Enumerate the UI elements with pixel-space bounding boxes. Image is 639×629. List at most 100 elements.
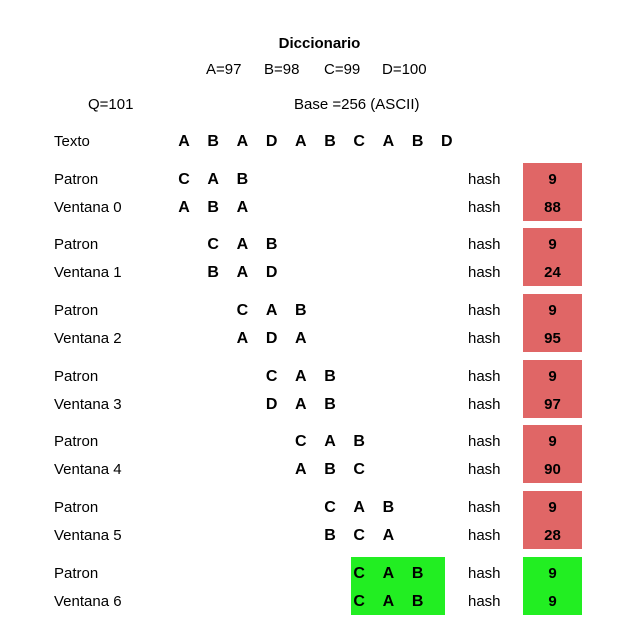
- pattern-hash-value: 9: [548, 433, 557, 450]
- window-char: B: [324, 461, 336, 478]
- text-char: B: [411, 133, 424, 150]
- window-char: C: [353, 593, 365, 610]
- window-label: Ventana 0: [54, 199, 122, 216]
- pattern-char: A: [382, 565, 395, 582]
- pattern-char: B: [324, 368, 336, 385]
- pattern-char: C: [324, 499, 336, 516]
- text-char: A: [295, 133, 307, 150]
- pattern-char: A: [236, 236, 249, 253]
- text-char: C: [353, 133, 365, 150]
- pattern-label: Patron: [54, 565, 99, 582]
- pattern-label: Patron: [54, 499, 99, 516]
- window-char: C: [353, 527, 365, 544]
- hash-label: hash: [468, 499, 501, 516]
- hash-label: hash: [468, 593, 501, 610]
- pattern-char: C: [178, 171, 190, 188]
- pattern-char: B: [411, 565, 424, 582]
- hash-label: hash: [468, 171, 501, 188]
- text-char: B: [207, 133, 219, 150]
- text-char: A: [236, 133, 249, 150]
- text-char: D: [265, 133, 278, 150]
- window-char: D: [265, 264, 278, 281]
- pattern-char: C: [295, 433, 307, 450]
- window-hash-value: 24: [544, 264, 561, 281]
- hash-label: hash: [468, 236, 501, 253]
- pattern-char: A: [207, 171, 219, 188]
- hash-label: hash: [468, 565, 501, 582]
- pattern-label: Patron: [54, 302, 99, 319]
- hash-label: hash: [468, 461, 501, 478]
- window-char: B: [207, 264, 219, 281]
- window-char: C: [353, 461, 365, 478]
- window-hash-value: 9: [548, 593, 557, 610]
- hash-label: hash: [468, 264, 501, 281]
- hash-label: hash: [468, 302, 501, 319]
- pattern-label: Patron: [54, 171, 99, 188]
- pattern-hash-value: 9: [548, 171, 557, 188]
- pattern-char: B: [265, 236, 278, 253]
- window-label: Ventana 4: [54, 461, 122, 478]
- window-char: A: [236, 330, 249, 347]
- window-hash-value: 88: [544, 199, 561, 216]
- pattern-label: Patron: [54, 236, 99, 253]
- hash-box-match: [523, 557, 582, 615]
- text-char: D: [441, 133, 453, 150]
- window-char: A: [178, 199, 190, 216]
- hash-label: hash: [468, 396, 501, 413]
- pattern-hash-value: 9: [548, 236, 557, 253]
- window-char: A: [236, 199, 249, 216]
- window-hash-value: 97: [544, 396, 561, 413]
- window-char: A: [295, 461, 307, 478]
- pattern-char: B: [295, 302, 307, 319]
- hash-box-mismatch: [523, 360, 582, 418]
- pattern-char: B: [382, 499, 395, 516]
- window-label: Ventana 6: [54, 593, 122, 610]
- window-char: A: [382, 527, 395, 544]
- pattern-hash-value: 9: [548, 302, 557, 319]
- pattern-char: A: [353, 499, 365, 516]
- mapping-a: A=97: [206, 61, 242, 78]
- pattern-char: C: [353, 565, 365, 582]
- hash-box-mismatch: [523, 425, 582, 483]
- mapping-d: D=100: [382, 61, 427, 78]
- hash-label: hash: [468, 199, 501, 216]
- mapping-c: C=99: [324, 61, 361, 78]
- base-label: Base =256 (ASCII): [294, 96, 420, 113]
- window-hash-value: 90: [544, 461, 561, 478]
- window-label: Ventana 3: [54, 396, 122, 413]
- window-char: D: [265, 330, 278, 347]
- window-char: B: [411, 593, 424, 610]
- hash-label: hash: [468, 368, 501, 385]
- pattern-label: Patron: [54, 368, 99, 385]
- hash-box-mismatch: [523, 163, 582, 221]
- pattern-char: C: [207, 236, 219, 253]
- modulus-q: Q=101: [88, 96, 134, 113]
- text-char: B: [324, 133, 336, 150]
- diagram-title: Diccionario: [278, 35, 361, 52]
- window-char: B: [207, 199, 219, 216]
- window-char: A: [295, 396, 307, 413]
- window-char: A: [295, 330, 307, 347]
- pattern-char: A: [295, 368, 307, 385]
- text-row-label: Texto: [54, 133, 90, 150]
- window-label: Ventana 5: [54, 527, 122, 544]
- pattern-hash-value: 9: [548, 565, 557, 582]
- pattern-hash-value: 9: [548, 368, 557, 385]
- window-char: A: [382, 593, 395, 610]
- window-char: D: [265, 396, 278, 413]
- hash-label: hash: [468, 527, 501, 544]
- window-hash-value: 95: [544, 330, 561, 347]
- window-label: Ventana 1: [54, 264, 122, 281]
- window-char: A: [236, 264, 249, 281]
- text-char: A: [382, 133, 395, 150]
- hash-label: hash: [468, 433, 501, 450]
- hash-box-mismatch: [523, 491, 582, 549]
- pattern-hash-value: 9: [548, 499, 557, 516]
- pattern-char: B: [236, 171, 249, 188]
- match-highlight: [351, 557, 445, 615]
- pattern-label: Patron: [54, 433, 99, 450]
- pattern-char: B: [353, 433, 365, 450]
- hash-box-mismatch: [523, 228, 582, 286]
- mapping-b: B=98: [264, 61, 300, 78]
